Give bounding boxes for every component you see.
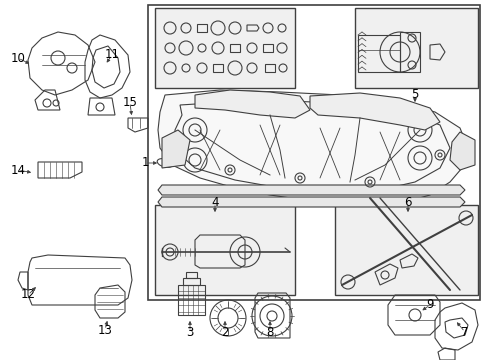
Polygon shape <box>310 93 440 130</box>
Text: 6: 6 <box>404 197 412 210</box>
Text: 7: 7 <box>461 325 469 338</box>
Text: 10: 10 <box>11 51 25 64</box>
Bar <box>155 205 295 295</box>
Text: 11: 11 <box>104 49 120 62</box>
Text: 15: 15 <box>122 96 137 109</box>
Polygon shape <box>158 197 465 207</box>
Text: 5: 5 <box>411 89 418 102</box>
Bar <box>213 64 223 72</box>
Bar <box>183 278 200 285</box>
Bar <box>335 205 478 295</box>
Text: 12: 12 <box>21 288 35 302</box>
Bar <box>178 285 205 315</box>
Bar <box>230 44 240 52</box>
Text: 14: 14 <box>10 163 25 176</box>
Bar <box>263 44 273 52</box>
Text: 2: 2 <box>221 325 229 338</box>
Text: 13: 13 <box>98 324 112 337</box>
Polygon shape <box>158 185 465 195</box>
Polygon shape <box>158 90 468 205</box>
Bar <box>155 8 295 88</box>
Polygon shape <box>195 90 310 118</box>
Bar <box>265 64 275 72</box>
Polygon shape <box>162 130 190 168</box>
Bar <box>148 5 480 300</box>
Bar <box>197 24 207 32</box>
Text: 8: 8 <box>266 325 274 338</box>
Text: 3: 3 <box>186 325 194 338</box>
Text: 9: 9 <box>426 298 434 311</box>
Text: 1: 1 <box>141 157 149 170</box>
Text: 4: 4 <box>211 197 219 210</box>
Bar <box>355 8 478 88</box>
Polygon shape <box>450 132 475 170</box>
Bar <box>186 272 197 278</box>
